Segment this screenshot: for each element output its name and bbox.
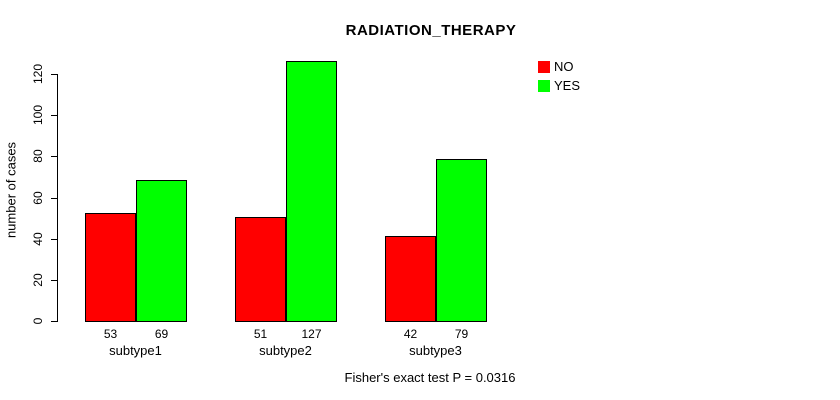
bar-value-label-yes-subtype2: 127: [301, 327, 322, 341]
legend-label-no: NO: [554, 59, 574, 74]
bar-value-label-no-subtype1: 53: [103, 327, 118, 341]
legend-swatch-no: [538, 60, 550, 73]
y-axis-tick-label: 40: [31, 232, 45, 246]
bar-yes-subtype1: [136, 180, 187, 322]
y-axis-tick-label: 60: [31, 191, 45, 205]
footnote-fishers-test: Fisher's exact test P = 0.0316: [344, 370, 516, 385]
y-axis-tick: [51, 280, 58, 281]
bar-value-label-no-subtype3: 42: [403, 327, 418, 341]
y-axis-tick-label: 80: [31, 149, 45, 163]
y-axis-tick-label: 0: [31, 317, 45, 325]
x-category-label-subtype3: subtype3: [409, 343, 462, 358]
y-axis-tick-label: 20: [31, 273, 45, 287]
legend-entry-no: NO: [538, 60, 580, 73]
y-axis-tick: [51, 156, 58, 157]
y-axis-tick-label: 120: [31, 63, 45, 85]
bar-yes-subtype2: [286, 61, 337, 322]
legend-label-yes: YES: [554, 78, 581, 93]
bar-value-label-yes-subtype1: 69: [154, 327, 169, 341]
legend-swatch-yes: [538, 79, 550, 92]
legend-entry-yes: YES: [538, 79, 580, 92]
bar-yes-subtype3: [436, 159, 487, 322]
bar-no-subtype1: [85, 213, 136, 322]
y-axis-tick: [51, 198, 58, 199]
chart-title: RADIATION_THERAPY: [345, 22, 517, 39]
y-axis-tick: [51, 115, 58, 116]
x-category-label-subtype2: subtype2: [259, 343, 312, 358]
bar-value-label-yes-subtype3: 79: [454, 327, 469, 341]
y-axis-tick: [51, 74, 58, 75]
y-axis-label: number of cases: [3, 141, 19, 239]
legend: NO YES: [538, 60, 580, 98]
bar-no-subtype2: [235, 217, 286, 322]
y-axis-tick-label: 100: [31, 104, 45, 126]
y-axis-tick: [51, 239, 58, 240]
bar-value-label-no-subtype2: 51: [253, 327, 268, 341]
x-category-label-subtype1: subtype1: [109, 343, 162, 358]
y-axis-tick: [51, 321, 58, 322]
bar-no-subtype3: [385, 236, 436, 322]
